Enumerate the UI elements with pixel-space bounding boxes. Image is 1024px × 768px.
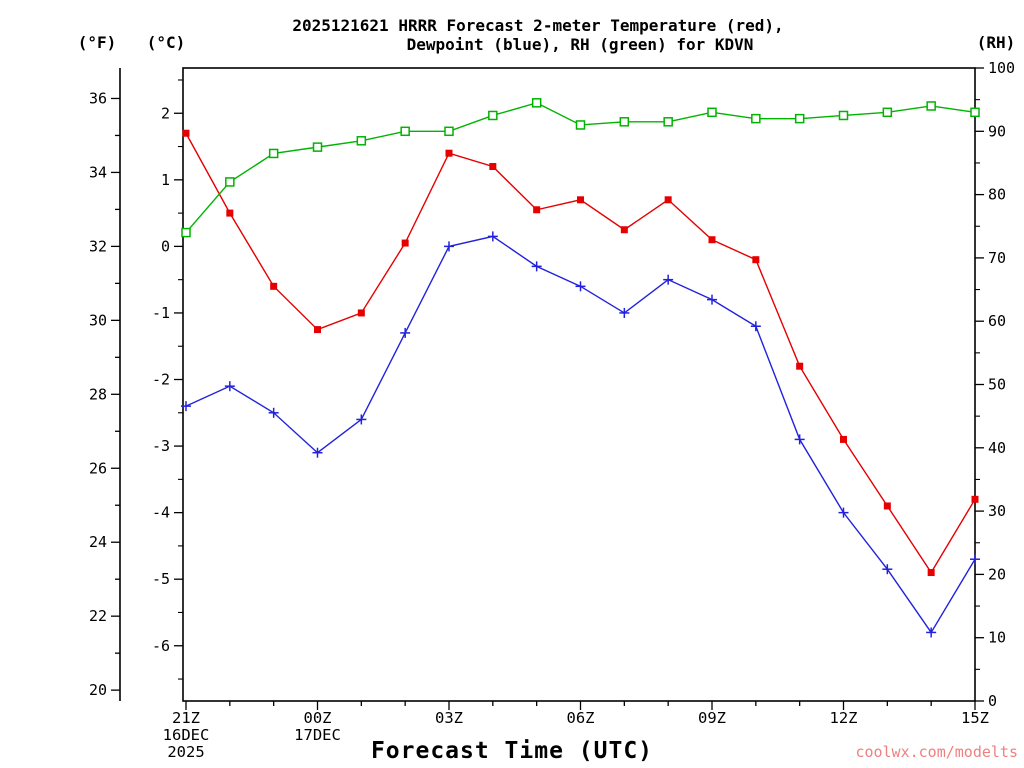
tick-label: 0 — [988, 692, 997, 710]
data-point — [488, 110, 498, 121]
data-point — [270, 282, 278, 290]
data-series-layer — [181, 98, 980, 638]
tick-label: 34 — [89, 163, 107, 181]
tick-label: 12Z — [830, 709, 858, 727]
tick-label: 2 — [161, 104, 170, 122]
data-point — [751, 113, 761, 124]
tick-label: 100 — [988, 59, 1015, 77]
tick-label: 30 — [988, 502, 1006, 520]
data-point — [357, 309, 365, 317]
tick-label: -2 — [152, 371, 170, 389]
data-point — [838, 110, 849, 121]
data-point — [708, 236, 716, 244]
data-point — [619, 117, 630, 127]
tick-label: 16DEC — [163, 726, 210, 744]
data-point — [883, 502, 891, 510]
celsius-axis-unit-label: (°C) — [147, 33, 186, 52]
rh-axis-unit-label: (RH) — [977, 33, 1016, 52]
data-point — [663, 117, 673, 127]
tick-label: 15Z — [961, 709, 989, 727]
tick-label: 09Z — [698, 709, 726, 727]
data-point — [882, 107, 893, 118]
tick-label: 21Z — [172, 709, 200, 727]
data-point — [445, 149, 453, 157]
tick-label: -5 — [152, 570, 170, 588]
tick-label: 32 — [89, 237, 107, 255]
data-point — [926, 101, 936, 111]
tick-label: 80 — [988, 186, 1006, 204]
tick-label: 03Z — [435, 709, 463, 727]
tick-label: 20 — [988, 565, 1006, 583]
data-point — [970, 107, 980, 118]
data-point — [794, 113, 805, 124]
data-point — [356, 136, 367, 146]
tick-label: 28 — [89, 385, 107, 403]
data-point — [268, 148, 279, 159]
data-point — [401, 239, 409, 247]
data-point — [840, 435, 847, 443]
tick-label: 60 — [988, 312, 1006, 330]
watermark-link[interactable]: coolwx.com/modelts — [855, 743, 1018, 761]
data-point — [400, 126, 410, 137]
tick-label: 20 — [89, 681, 107, 699]
temperature-series — [182, 129, 979, 577]
tick-label: 00Z — [304, 709, 332, 727]
tick-label: 10 — [988, 629, 1006, 647]
plot-frame — [182, 67, 976, 702]
tick-label: 26 — [89, 459, 107, 477]
data-point — [752, 256, 760, 264]
tick-label: 90 — [988, 122, 1006, 140]
data-point — [971, 495, 979, 503]
data-point — [533, 206, 541, 214]
data-point — [575, 120, 586, 130]
data-point — [312, 142, 323, 152]
tick-label: -3 — [152, 437, 170, 455]
data-point — [444, 126, 454, 137]
data-point — [620, 226, 628, 234]
rh-series — [181, 98, 980, 238]
data-point — [181, 227, 191, 238]
data-point — [927, 569, 935, 577]
data-point — [314, 326, 321, 334]
tick-label: -4 — [152, 504, 170, 522]
tick-label: 40 — [988, 439, 1006, 457]
tick-label: 30 — [89, 311, 107, 329]
tick-label: -6 — [152, 637, 170, 655]
data-point — [182, 129, 190, 137]
data-point — [707, 107, 717, 118]
data-point — [226, 209, 234, 217]
data-point — [225, 177, 235, 187]
tick-label: 36 — [89, 89, 107, 107]
tick-label: 2025 — [167, 743, 204, 761]
data-point — [664, 196, 672, 204]
dewpoint-line — [185, 235, 976, 634]
chart-title-line2: Dewpoint (blue), RH (green) for KDVN — [407, 35, 754, 54]
tick-label: 06Z — [567, 709, 595, 727]
tick-label: 50 — [988, 376, 1006, 394]
data-point — [577, 196, 584, 204]
data-point — [531, 98, 542, 108]
chart-title-line1: 2025121621 HRRR Forecast 2-meter Tempera… — [292, 16, 783, 35]
tick-label: -1 — [152, 304, 170, 322]
axes-and-ticks: 202224262830323436-6-5-4-3-2-10120102030… — [89, 59, 1015, 761]
tick-label: 0 — [161, 237, 170, 255]
dewpoint-series — [181, 231, 980, 638]
fahrenheit-axis-unit-label: (°F) — [78, 33, 117, 52]
x-axis-title: Forecast Time (UTC) — [371, 738, 653, 764]
tick-label: 17DEC — [294, 726, 341, 744]
tick-label: 22 — [89, 607, 107, 625]
data-point — [489, 163, 497, 171]
data-point — [796, 362, 804, 370]
tick-label: 1 — [161, 171, 170, 189]
tick-label: 24 — [89, 533, 107, 551]
tick-label: 70 — [988, 249, 1006, 267]
